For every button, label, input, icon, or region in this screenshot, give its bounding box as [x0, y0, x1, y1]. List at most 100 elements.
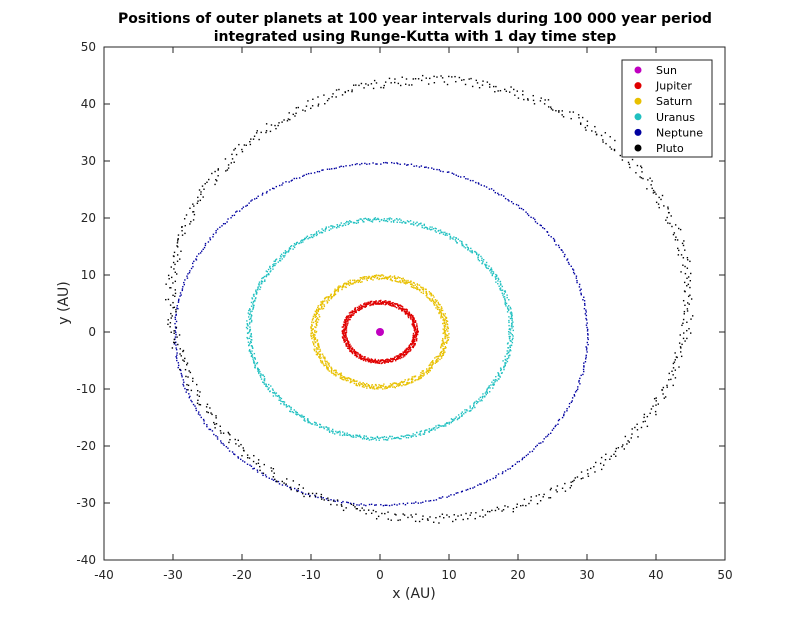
point-jupiter	[406, 352, 408, 354]
point-uranus	[478, 260, 481, 262]
point-uranus	[431, 228, 433, 231]
point-neptune	[550, 236, 552, 238]
point-pluto	[672, 367, 675, 369]
point-uranus	[245, 326, 248, 329]
point-pluto	[644, 420, 646, 423]
point-pluto	[680, 351, 682, 353]
point-jupiter	[416, 330, 418, 332]
point-pluto	[186, 383, 188, 386]
point-saturn	[317, 344, 320, 346]
y-tick-label: 50	[81, 40, 96, 54]
point-saturn	[405, 384, 407, 386]
point-pluto	[586, 124, 589, 127]
point-saturn	[410, 280, 412, 282]
point-saturn	[402, 277, 404, 279]
point-pluto	[187, 376, 189, 378]
point-saturn	[364, 276, 366, 278]
point-uranus	[339, 432, 341, 434]
point-neptune	[374, 504, 376, 506]
point-neptune	[580, 374, 582, 377]
point-saturn	[440, 355, 443, 358]
point-pluto	[167, 274, 170, 277]
point-saturn	[444, 318, 447, 320]
point-neptune	[578, 379, 580, 382]
point-uranus	[293, 409, 295, 411]
point-neptune	[467, 488, 469, 491]
point-pluto	[179, 353, 181, 355]
series-saturn	[310, 274, 450, 390]
point-pluto	[217, 168, 220, 170]
point-uranus	[302, 239, 305, 241]
point-jupiter	[367, 357, 369, 359]
point-uranus	[249, 321, 251, 324]
point-neptune	[390, 161, 393, 164]
point-uranus	[372, 438, 374, 441]
point-pluto	[595, 461, 597, 464]
point-uranus	[328, 431, 331, 433]
point-pluto	[290, 488, 292, 491]
point-uranus	[272, 389, 274, 391]
point-pluto	[182, 349, 185, 352]
point-uranus	[469, 407, 471, 409]
legend-marker-pluto	[634, 144, 642, 152]
point-jupiter	[414, 331, 416, 333]
point-uranus	[492, 379, 495, 381]
point-pluto	[527, 99, 529, 101]
point-uranus	[378, 220, 381, 223]
point-saturn	[313, 343, 315, 345]
point-pluto	[585, 129, 587, 131]
point-pluto	[678, 249, 680, 252]
point-neptune	[195, 409, 198, 412]
point-saturn	[313, 344, 315, 346]
point-jupiter	[413, 344, 415, 346]
point-uranus	[509, 312, 512, 314]
point-pluto	[689, 280, 692, 282]
point-neptune	[310, 172, 312, 175]
point-saturn	[432, 363, 434, 365]
point-saturn	[311, 331, 314, 334]
point-neptune	[480, 483, 482, 486]
point-jupiter	[384, 301, 386, 303]
point-saturn	[324, 360, 326, 362]
point-saturn	[317, 305, 320, 307]
point-saturn	[367, 277, 369, 279]
point-uranus	[328, 229, 331, 231]
point-saturn	[366, 387, 368, 389]
point-uranus	[250, 318, 252, 320]
point-uranus	[378, 437, 380, 439]
point-pluto	[591, 130, 593, 132]
point-saturn	[443, 321, 445, 324]
point-pluto	[494, 509, 497, 512]
point-saturn	[327, 368, 329, 370]
point-saturn	[378, 274, 380, 277]
point-pluto	[673, 361, 676, 363]
point-saturn	[311, 328, 314, 331]
point-uranus	[332, 225, 334, 228]
point-pluto	[361, 507, 363, 509]
point-saturn	[319, 348, 321, 351]
point-neptune	[264, 474, 267, 476]
point-pluto	[512, 510, 514, 513]
point-neptune	[564, 253, 566, 256]
point-saturn	[321, 362, 323, 364]
point-pluto	[174, 342, 176, 344]
point-jupiter	[348, 347, 350, 350]
point-jupiter	[364, 303, 366, 305]
point-neptune	[583, 307, 586, 310]
point-saturn	[435, 307, 437, 309]
point-neptune	[579, 289, 581, 292]
point-saturn	[447, 334, 449, 337]
point-neptune	[583, 366, 585, 368]
point-saturn	[350, 380, 352, 383]
point-pluto	[646, 425, 649, 428]
point-jupiter	[349, 343, 351, 345]
point-saturn	[319, 353, 322, 356]
point-uranus	[375, 439, 378, 441]
point-uranus	[396, 436, 398, 439]
point-saturn	[393, 386, 396, 388]
point-pluto	[646, 188, 648, 190]
point-uranus	[445, 425, 447, 427]
point-pluto	[276, 480, 278, 483]
point-pluto	[538, 493, 540, 496]
point-pluto	[678, 366, 680, 368]
